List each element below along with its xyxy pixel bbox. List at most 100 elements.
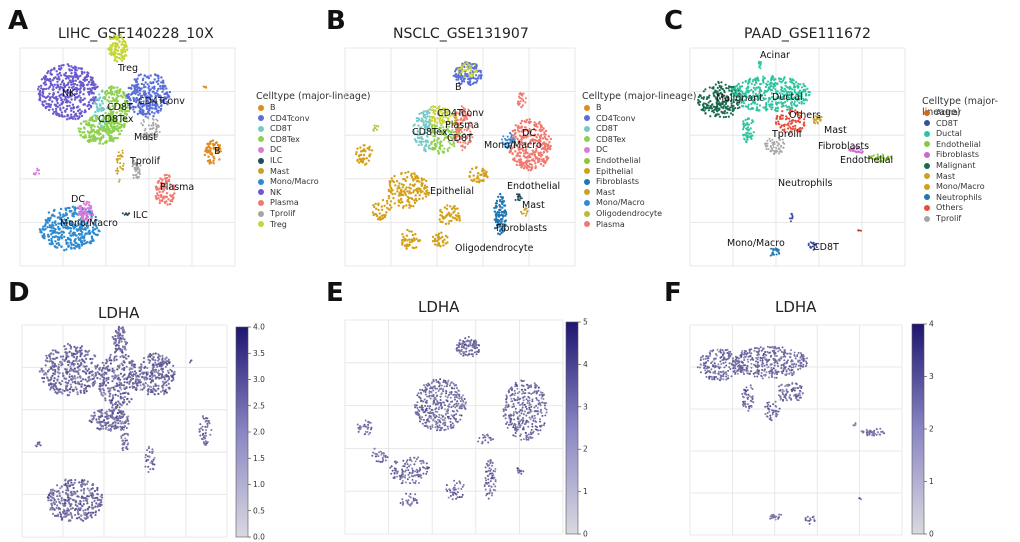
legend-swatch (584, 157, 590, 164)
legend-swatch (584, 168, 590, 175)
grid-b (344, 47, 576, 267)
panel-c-legend-item: Malignant (924, 161, 976, 170)
legend-swatch (924, 151, 930, 158)
legend-swatch (258, 104, 264, 111)
legend-label: Endothelial (936, 139, 981, 149)
legend-label: NK (270, 187, 282, 197)
colorbar-tick-label: 2.5 (253, 401, 265, 410)
panel-b-legend-item: B (584, 103, 602, 112)
legend-swatch (258, 168, 264, 175)
panel-c-legend-item: Others (924, 203, 963, 212)
colorbar-tick-label: 1.0 (253, 480, 265, 489)
legend-label: Plasma (270, 198, 299, 208)
legend-swatch (584, 136, 590, 143)
cluster-label-mono-macro: Mono/Macro (484, 140, 542, 151)
panel-b-legend-item: DC (584, 145, 608, 154)
panel-letter-d: D (8, 278, 30, 308)
panel-a-legend-item: Mast (258, 167, 289, 176)
legend-label: Mast (270, 166, 290, 176)
legend-swatch (924, 215, 930, 222)
cluster-label-cd8t: CD8T (107, 102, 133, 113)
colorbar-e: 5 4 3 2 1 0 (565, 318, 588, 539)
panel-a-legend-item: Mono/Macro (258, 177, 319, 186)
legend-swatch (258, 136, 264, 143)
cluster-label-mast: Mast (824, 125, 847, 136)
legend-swatch (258, 157, 264, 164)
legend-label: Mono/Macro (596, 198, 645, 208)
cluster-label-dc: DC (522, 128, 536, 139)
cluster-label-mast: Mast (134, 132, 157, 143)
legend-label: CD8Tex (270, 134, 300, 144)
legend-title-c: Celltype (major-lineage) (922, 96, 998, 118)
panel-c-legend-item: Tprolif (924, 214, 961, 223)
legend-title-a: Celltype (major-lineage) (256, 91, 371, 102)
cluster-label-epithelial: Epithelial (430, 186, 474, 197)
cluster-label-acinar: Acinar (760, 50, 790, 61)
legend-swatch (924, 120, 930, 127)
panel-b-legend-item: Mono/Macro (584, 198, 645, 207)
colorbar-tick-label: 3 (583, 402, 588, 411)
legend-label: Fibroblasts (596, 177, 640, 187)
scatter-b (355, 61, 552, 250)
legend-swatch (924, 141, 930, 148)
colorbar-tick-label: 1 (583, 487, 588, 496)
panel-title-e: LDHA (418, 298, 460, 316)
legend-swatch (584, 146, 590, 153)
colorbar-tick-label: 0 (583, 530, 588, 539)
colorbar-tick-label: 4.0 (253, 323, 265, 332)
legend-swatch (584, 221, 590, 228)
scatter-f (696, 345, 886, 525)
legend-swatch (924, 130, 930, 137)
legend-label: Tprolif (270, 209, 296, 218)
cluster-label-b: B (214, 146, 221, 157)
panel-b-legend-item: CD8Tex (584, 135, 626, 144)
legend-swatch (924, 183, 930, 190)
cluster-label-treg: Treg (117, 63, 138, 74)
legend-swatch (924, 173, 930, 180)
panel-b-legend-item: CD8T (584, 124, 618, 133)
panel-letter-a: A (8, 6, 29, 36)
legend-swatch (924, 162, 930, 169)
legend-label: Tprolif (936, 214, 962, 223)
cluster-label-tprolif: Tprolif (771, 129, 803, 140)
legend-label: CD8Tex (596, 134, 626, 144)
panel-a-legend-item: B (258, 103, 276, 112)
legend-swatch (584, 199, 590, 206)
panel-letter-e: E (326, 278, 344, 308)
legend-swatch (258, 210, 264, 217)
colorbar-tick-label: 1 (929, 477, 934, 486)
legend-label: DC (270, 145, 282, 155)
cluster-label-cd4tconv: CD4Tconv (437, 108, 484, 119)
colorbar-tick-label: 3 (929, 372, 934, 381)
legend-label: CD8T (936, 118, 958, 128)
colorbar-tick-label: 1.5 (253, 454, 265, 463)
colorbar-f: 4 3 2 1 0 (911, 320, 934, 539)
cluster-label-plasma: Plasma (160, 182, 194, 193)
legend-swatch (258, 146, 264, 153)
cluster-label-dc: DC (71, 194, 85, 205)
colorbar-tick-label: 4 (929, 320, 934, 329)
panel-b-legend-item: Oligodendrocyte (584, 209, 662, 218)
cluster-label-fibroblasts: Fibroblasts (818, 141, 869, 152)
legend-label: Epithelial (596, 166, 634, 176)
panel-a-legend-item: Tprolif (258, 209, 295, 218)
panel-b-legend-item: Epithelial (584, 167, 633, 176)
legend-swatch (584, 189, 590, 196)
legend-swatch (258, 199, 264, 206)
scatter-e (356, 335, 548, 507)
legend-swatch (584, 115, 590, 122)
legend-swatch (924, 109, 930, 116)
panel-title-a: LIHC_GSE140228_10X (58, 26, 214, 42)
cluster-label-plasma: Plasma (445, 120, 479, 131)
colorbar-tick-label: 4 (583, 360, 588, 369)
legend-label: Fibroblasts (936, 150, 980, 160)
panel-c-legend-item: Mast (924, 172, 955, 181)
colorbar-tick-label: 3.5 (253, 349, 265, 358)
legend-swatch (584, 210, 590, 217)
panel-a-legend-item: Treg (258, 220, 287, 229)
panel-a-legend-item: CD8Tex (258, 135, 300, 144)
colorbar-tick-label: 3.0 (253, 375, 265, 384)
scatter-d (34, 325, 213, 523)
cluster-label-endothelial: Endothelial (840, 155, 893, 166)
